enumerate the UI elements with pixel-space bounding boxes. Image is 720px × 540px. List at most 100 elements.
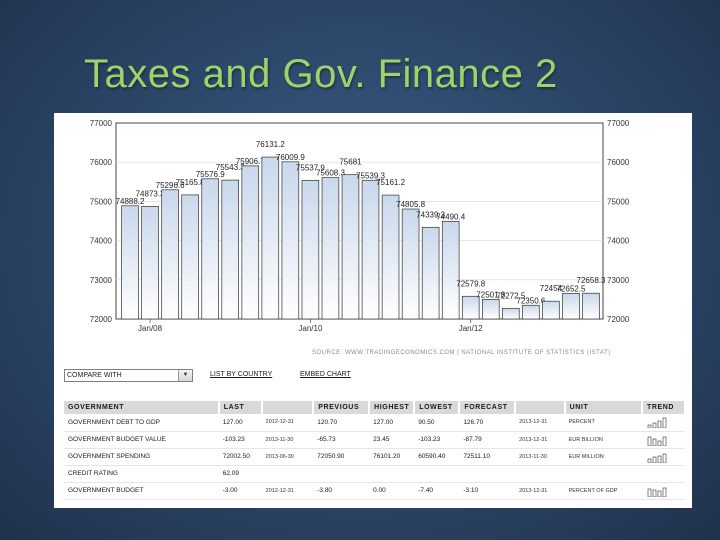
bar	[341, 174, 360, 320]
cell-indicator[interactable]: GOVERNMENT DEBT TO GDP	[64, 414, 219, 432]
cell-unit: EUR MILLION	[564, 448, 642, 466]
cell-forecast-date: 2013-11-30	[515, 448, 565, 466]
bar	[441, 221, 460, 320]
cell-indicator[interactable]: GOVERNMENT BUDGET	[64, 482, 219, 500]
x-tick-label: Jan/12	[459, 324, 484, 333]
bar	[201, 178, 219, 320]
bar	[121, 205, 139, 320]
sparkline-icon	[647, 453, 667, 463]
cell-lowest: -103.23	[414, 431, 460, 449]
cell-indicator[interactable]: GOVERNMENT BUDGET VALUE	[64, 431, 219, 449]
bar-data-label: 72501.8	[476, 290, 505, 299]
cell-forecast-date: 2013-12-31	[515, 482, 565, 500]
y-tick-label-right: 76000	[607, 158, 630, 167]
list-by-country-link[interactable]: LIST BY COUNTRY	[210, 371, 273, 378]
bar	[502, 307, 520, 320]
cell-last: -103.23	[218, 431, 262, 449]
chart-panel: 77000 77000 76000 76000 75000 75000 74000 74000…	[54, 113, 692, 508]
table-header-row: GOVERNMENT LAST PREVIOUS HIGHEST LOWEST …	[64, 401, 687, 414]
cell-unit: PERCENT OF GDP	[564, 482, 642, 500]
bar	[181, 194, 199, 320]
bar	[582, 292, 600, 320]
cell-last: 127.00	[218, 414, 262, 432]
cell-forecast: -87.79	[459, 431, 516, 449]
bar-data-label: 75906.7	[236, 157, 265, 166]
bar-data-label: 72652.5	[556, 284, 585, 293]
cell-highest: 76101.20	[369, 448, 415, 466]
compare-with-select[interactable]: COMPARE WITH ▼	[64, 369, 193, 382]
bar-data-label: 74888.2	[116, 197, 145, 206]
bar-data-label: 75681	[339, 158, 362, 167]
chevron-down-icon[interactable]: ▼	[178, 370, 192, 381]
sparkline-icon	[647, 417, 667, 429]
bar	[522, 304, 540, 320]
cell-unit: EUR BILLION	[564, 431, 642, 449]
table-row[interactable]: CREDIT RATING 62.09	[64, 465, 685, 483]
cell-unit	[564, 465, 642, 483]
cell-last-date: 2012-12-31	[261, 482, 314, 500]
bar	[401, 208, 420, 320]
bar-data-label: 74805.8	[396, 200, 425, 209]
bar-data-label: 75165.8	[176, 178, 205, 187]
bar	[542, 300, 560, 320]
col-header-trend: TREND	[641, 401, 687, 414]
table-row[interactable]: GOVERNMENT BUDGET VALUE -103.23 2013-11-30…	[64, 431, 685, 449]
bar	[482, 298, 500, 320]
x-tick-label: Jan/10	[298, 324, 323, 333]
y-tick-label-right: 72000	[607, 315, 630, 324]
cell-forecast: 126.70	[459, 414, 516, 432]
bar	[381, 194, 400, 320]
bar	[281, 161, 300, 320]
bar-data-label: 72454	[540, 284, 563, 293]
table-row[interactable]: GOVERNMENT DEBT TO GDP 127.00 2012-12-31 12…	[64, 414, 685, 432]
cell-indicator[interactable]: CREDIT RATING	[64, 465, 219, 483]
cell-previous: 72050.90	[313, 448, 370, 466]
col-header-lowest: LOWEST	[414, 401, 461, 414]
cell-forecast: -3.10	[459, 482, 516, 500]
y-tick-label-right: 74000	[607, 237, 630, 246]
cell-lowest: 90.50	[414, 414, 460, 432]
col-header-forecast-date	[515, 401, 566, 414]
cell-forecast-date: 2013-12-31	[515, 414, 565, 432]
cell-indicator[interactable]: GOVERNMENT SPENDING	[64, 448, 219, 466]
cell-trend	[641, 414, 685, 432]
cell-forecast-date: 2013-12-31	[515, 431, 565, 449]
cell-trend	[641, 482, 685, 500]
y-tick-label-left: 73000	[90, 276, 113, 285]
cell-highest	[369, 465, 415, 483]
bar-data-label: 76131.2	[256, 140, 285, 149]
bar	[361, 179, 380, 320]
embed-chart-link[interactable]: EMBED CHART	[300, 371, 351, 378]
cell-forecast-date	[515, 465, 565, 483]
bar-data-label: 76009.9	[276, 153, 305, 162]
cell-last-date: 2012-12-31	[261, 414, 314, 432]
bar-data-label: 75608.3	[316, 169, 345, 178]
col-header-previous: PREVIOUS	[313, 401, 371, 414]
indicators-table: GOVERNMENT LAST PREVIOUS HIGHEST LOWEST …	[64, 401, 687, 500]
bar	[241, 165, 260, 320]
cell-last-date: 2013-11-30	[261, 431, 314, 449]
sparkline-icon	[647, 487, 667, 497]
slide-title: Taxes and Gov. Finance 2	[84, 52, 558, 96]
cell-highest: 23.45	[369, 431, 415, 449]
table-row[interactable]: GOVERNMENT BUDGET -3.00 2012-12-31 -3.80 0.0…	[64, 482, 685, 500]
bar	[461, 295, 480, 320]
sparkline-icon	[647, 436, 667, 446]
bar-data-label: 75576.9	[196, 170, 225, 179]
cell-trend	[641, 431, 685, 449]
cell-lowest: 60590.40	[414, 448, 460, 466]
table-row[interactable]: GOVERNMENT SPENDING 72002.50 2013-06-30 720…	[64, 448, 685, 466]
cell-lowest	[414, 465, 460, 483]
y-tick-label-left: 76000	[90, 158, 113, 167]
cell-forecast	[459, 465, 516, 483]
cell-highest: 127.00	[369, 414, 415, 432]
cell-last-date: 2013-06-30	[261, 448, 314, 466]
y-tick-label-left: 75000	[90, 197, 113, 206]
bar-data-label: 72272.5	[496, 291, 525, 300]
toolbar: COMPARE WITH ▼ LIST BY COUNTRY EMBED CHA…	[64, 369, 684, 383]
bar	[161, 189, 179, 320]
col-header-government: GOVERNMENT	[64, 401, 220, 414]
cell-unit: PERCENT	[564, 414, 642, 432]
y-tick-label-left: 72000	[90, 315, 113, 324]
bar-data-label: 74873.3	[136, 189, 165, 198]
